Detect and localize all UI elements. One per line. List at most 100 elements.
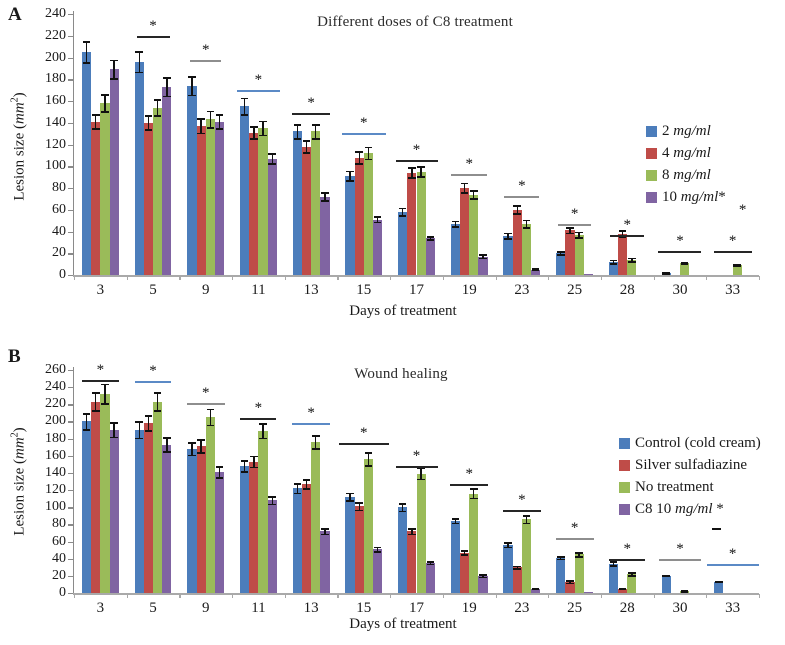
error-bar <box>463 550 466 556</box>
error-bar <box>156 98 159 117</box>
error-bar-cap <box>91 114 100 116</box>
legend-item: 8 mg/ml <box>646 164 726 186</box>
legend-swatch <box>619 503 630 515</box>
y-tick-label: 80 <box>52 180 66 195</box>
error-bar-cap <box>91 392 100 394</box>
error-bar-cap <box>144 129 153 132</box>
x-tick-label: 28 <box>619 282 635 298</box>
error-bar-cap <box>479 257 487 260</box>
error-bar-cap <box>426 235 435 238</box>
error-bar-cap <box>302 152 311 154</box>
error-bar-cap <box>206 424 215 427</box>
error-bar <box>253 455 255 468</box>
error-bar-cap <box>197 439 205 442</box>
significance-asterisk: * <box>465 155 473 172</box>
error-bar-cap <box>451 518 460 521</box>
error-bar <box>305 478 308 490</box>
error-bar <box>138 421 140 439</box>
legend-item: Silver sulfadiazine <box>619 454 761 476</box>
error-bar-cap <box>240 97 249 100</box>
x-tick-mark <box>548 594 550 598</box>
x-tick-mark <box>442 276 445 280</box>
error-bar-cap <box>479 574 487 576</box>
error-bar-cap <box>101 94 109 97</box>
y-tick-label: 140 <box>45 114 66 130</box>
error-bar-cap <box>417 176 425 178</box>
error-bar <box>218 114 221 130</box>
error-bar <box>296 123 298 140</box>
error-bar <box>516 565 518 569</box>
error-bar <box>271 153 273 165</box>
error-bar-cap <box>321 527 329 530</box>
bar <box>503 544 513 593</box>
error-bar-cap <box>110 422 118 424</box>
bar <box>267 158 277 275</box>
significance-asterisk: * <box>254 400 263 417</box>
error-bar-cap <box>479 254 487 257</box>
error-bar-cap <box>417 166 425 168</box>
error-bar <box>95 114 97 130</box>
error-bar-cap <box>101 403 109 405</box>
significance-asterisk: * <box>360 424 368 441</box>
bar <box>100 103 110 275</box>
significance-asterisk: * <box>412 448 421 465</box>
y-tick-mark <box>68 188 73 190</box>
panel-b-letter: B <box>8 346 21 367</box>
y-tick-label: 160 <box>45 93 66 108</box>
error-bar-cap <box>250 138 258 140</box>
y-tick-label: 140 <box>45 464 66 480</box>
error-bar-cap <box>417 478 425 481</box>
bar <box>478 256 488 275</box>
error-bar-cap <box>680 591 689 593</box>
error-bar <box>191 442 193 456</box>
error-bar-cap <box>460 554 469 556</box>
error-bar <box>296 483 298 494</box>
error-bar-cap <box>566 227 574 229</box>
significance-asterisk: * <box>307 405 315 422</box>
bar <box>512 567 522 593</box>
significance-asterisk: * <box>570 520 579 537</box>
legend-swatch <box>646 147 657 159</box>
x-tick-label: 3 <box>96 282 105 298</box>
error-bar-cap <box>662 271 670 274</box>
x-tick-mark <box>653 594 655 598</box>
error-bar-cap <box>311 123 320 126</box>
significance-line <box>240 418 277 421</box>
significance-asterisk: * <box>623 540 632 557</box>
bar <box>373 219 383 275</box>
x-tick-label: 28 <box>619 600 635 616</box>
y-tick-label: 80 <box>52 516 66 532</box>
x-tick-label: 9 <box>201 282 210 298</box>
y-tick-mark <box>68 421 73 423</box>
bar <box>187 85 197 275</box>
x-tick-mark <box>337 276 339 280</box>
significance-line <box>341 132 386 135</box>
error-bar-cap <box>618 588 627 591</box>
error-bar <box>315 435 317 449</box>
error-bar <box>324 527 326 535</box>
x-tick-mark <box>390 594 392 598</box>
error-bar-cap <box>302 140 311 142</box>
error-bar-cap <box>715 581 723 584</box>
error-bar-cap <box>110 436 118 439</box>
significance-line <box>395 466 438 469</box>
error-bar <box>349 170 351 182</box>
bar <box>531 588 541 593</box>
error-bar <box>367 146 370 160</box>
error-bar <box>113 422 115 438</box>
legend-swatch <box>619 437 630 449</box>
y-tick-mark <box>68 387 73 389</box>
significance-asterisk: * <box>676 540 684 557</box>
error-bar-cap <box>460 182 469 185</box>
error-bar <box>621 230 624 237</box>
bar <box>574 234 584 275</box>
y-tick-label: 200 <box>45 49 66 65</box>
error-bar-cap <box>398 510 407 513</box>
error-bar <box>376 216 379 223</box>
x-tick-mark <box>337 594 339 598</box>
bar <box>205 119 215 275</box>
error-bar-cap <box>408 527 416 530</box>
x-tick-mark <box>706 276 708 280</box>
x-tick-label: 9 <box>201 600 210 616</box>
error-bar <box>525 514 528 524</box>
